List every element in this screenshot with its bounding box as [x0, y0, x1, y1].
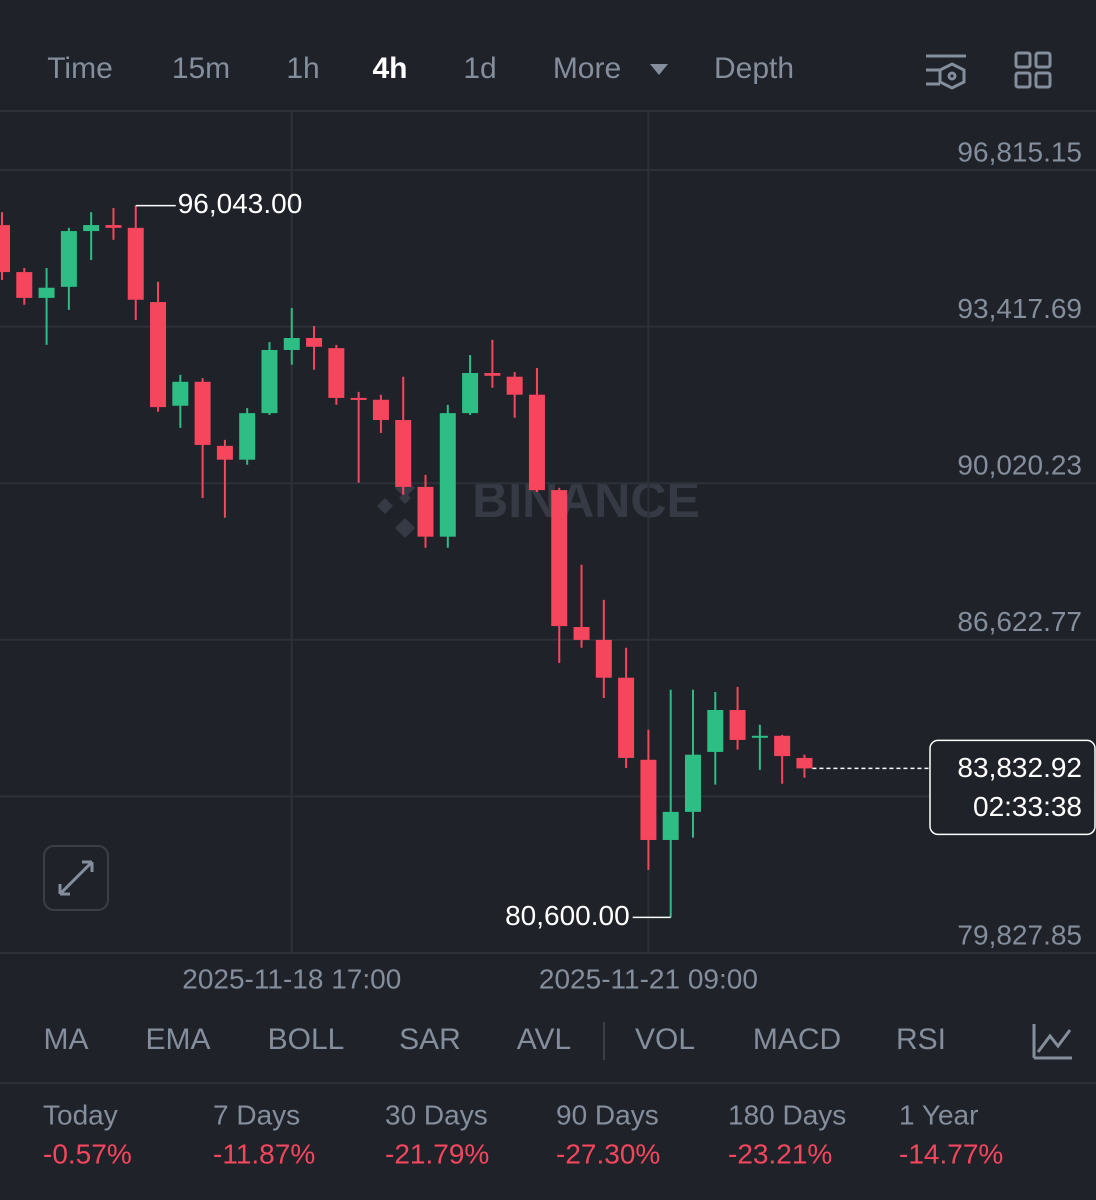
candle-body [395, 420, 412, 487]
grid-icon[interactable] [1014, 51, 1052, 89]
annotation-label: 80,600.00 [505, 900, 630, 931]
candle-body [105, 225, 122, 228]
period-change: -27.30% [556, 1138, 660, 1169]
annotation-label: 96,043.00 [178, 188, 303, 219]
candle-body [239, 413, 256, 460]
y-tick-label: 86,622.77 [957, 606, 1082, 637]
period-label: 7 Days [213, 1099, 300, 1130]
candle-body [662, 811, 679, 840]
candle-body [528, 394, 545, 491]
indicator-tab[interactable]: EMA [145, 1023, 210, 1056]
tab[interactable]: 4h [372, 52, 407, 85]
candle-body [194, 381, 211, 445]
candle-body [172, 381, 189, 406]
period-label: 180 Days [728, 1099, 846, 1130]
candle-body [261, 349, 278, 414]
last-price-box [929, 739, 1096, 836]
candle-body [372, 399, 389, 421]
tab[interactable]: Time [47, 52, 113, 85]
candle-body [595, 639, 612, 678]
candle-body [707, 709, 724, 752]
period-change: -23.21% [728, 1138, 832, 1169]
period-change: -21.79% [385, 1138, 489, 1169]
y-tick-label: 90,020.23 [957, 450, 1082, 481]
tab[interactable]: 15m [172, 52, 230, 85]
candle-body [439, 413, 456, 537]
candle-body [283, 338, 300, 350]
candle-body [150, 302, 167, 408]
candle-body [684, 754, 701, 812]
layout-icon[interactable] [926, 54, 966, 90]
candle-body [0, 225, 10, 273]
period-change: -14.77% [899, 1138, 1003, 1169]
candle-body [462, 373, 479, 414]
indicator-tab[interactable]: VOL [635, 1023, 695, 1056]
candle-body [751, 735, 768, 738]
period-label: 90 Days [556, 1099, 659, 1130]
expand-button[interactable] [43, 845, 109, 911]
dropdown-arrow [650, 64, 668, 75]
indicator-tab[interactable]: BOLL [268, 1023, 345, 1056]
tab[interactable]: Depth [714, 52, 794, 85]
y-tick-label: 93,417.69 [957, 293, 1082, 324]
candle-body [484, 373, 501, 376]
candle-body [16, 272, 33, 298]
candle-body [774, 735, 791, 757]
y-tick-label: 96,815.15 [957, 136, 1082, 167]
candle-body [551, 490, 568, 627]
candle-body [328, 348, 345, 398]
tab[interactable]: 1h [286, 52, 319, 85]
tab[interactable]: 1d [463, 52, 496, 85]
candle-body [729, 709, 746, 740]
period-label: 30 Days [385, 1099, 488, 1130]
indicator-tab[interactable]: AVL [517, 1023, 571, 1056]
tab[interactable]: More [553, 52, 621, 85]
candle-body [83, 225, 100, 232]
watermark: BINANCE [472, 472, 700, 528]
candle-body [60, 231, 77, 287]
y-tick-label: 79,827.85 [957, 919, 1082, 950]
x-tick-label: 2025-11-18 17:00 [182, 963, 401, 994]
last-price-label: 83,832.92 [957, 752, 1082, 783]
indicator-tab[interactable]: MACD [753, 1023, 841, 1056]
candle-body [306, 338, 323, 347]
candle-body [506, 376, 523, 395]
candle-body [618, 677, 635, 758]
period-change: -0.57% [43, 1138, 132, 1169]
indicator-tab[interactable]: SAR [399, 1023, 461, 1056]
period-label: Today [43, 1099, 118, 1130]
indicator-tab[interactable]: RSI [896, 1023, 946, 1056]
indicator-tab[interactable]: MA [44, 1023, 89, 1056]
period-label: 1 Year [899, 1099, 978, 1130]
candle-body [417, 486, 434, 537]
candle-body [127, 227, 144, 300]
candle-body [573, 627, 590, 640]
x-tick-label: 2025-11-21 09:00 [539, 963, 758, 994]
chart-type-icon[interactable] [1032, 1024, 1072, 1060]
candle-body [38, 287, 55, 298]
period-change: -11.87% [213, 1138, 315, 1169]
candle-body [350, 397, 367, 400]
candle-body [640, 759, 657, 840]
countdown: 02:33:38 [973, 791, 1082, 822]
candle-body [796, 757, 813, 769]
candle-body [216, 445, 233, 460]
